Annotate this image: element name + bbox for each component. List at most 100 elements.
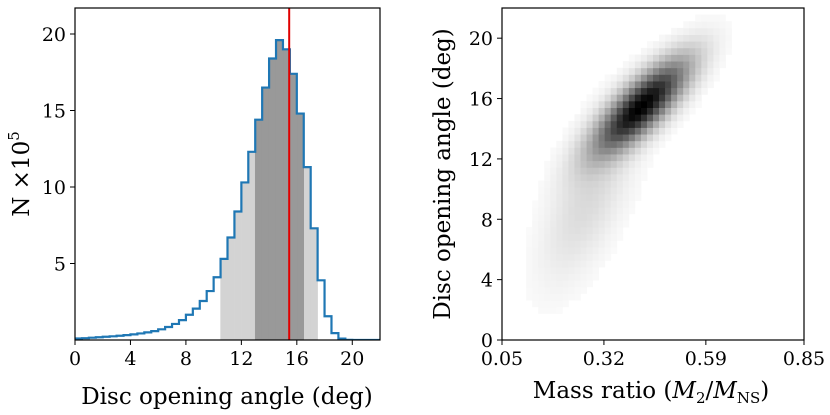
heatmap-cell [646,114,654,122]
heatmap-cell [634,167,642,175]
heatmap-cell [568,134,575,142]
heatmap-cell [550,266,557,274]
heatmap-cell [538,293,545,301]
histogram-x-tick-label: 4 [124,348,136,370]
heatmap-cell [701,41,708,49]
heatmap-cell [586,147,593,155]
heatmap-cell [574,147,581,155]
heatmap-cell [719,14,726,22]
heatmap-cell [598,260,606,268]
heatmap-cell [526,253,533,261]
heatmap-cell [640,87,648,95]
heatmap-cell [598,227,606,235]
heatmap-cell [713,41,720,49]
heatmap-cell [598,94,606,102]
heatmap-cell [707,61,714,69]
heatmap-cell [695,81,702,89]
heatmap-cell [592,160,600,168]
heatmap-cell [556,147,563,155]
heatmap-cell [592,87,600,95]
heatmap-cell [725,27,732,35]
heatmap-cell [677,47,684,55]
heatmap-cell [646,147,654,155]
heatmap-cell [580,154,587,162]
heatmap-cell [616,227,624,235]
heatmap-cell [586,266,593,274]
heatmap-cell [550,207,557,215]
heatmap-cell [538,213,545,221]
heatmap-cell [532,253,539,261]
heatmap-cell [598,127,606,135]
heatmap-cell [532,273,539,281]
histogram-x-tick-label: 20 [340,348,364,370]
heatmap-cell [713,74,720,82]
heatmap-cell [544,306,551,314]
heatmap-cell [598,167,606,175]
heatmap-cell [640,100,648,108]
heatmap-cell [610,174,618,182]
heatmap-cell [532,207,539,215]
heatmap-cell [640,174,648,182]
heatmap-cell [556,200,563,208]
heatmap-cell [562,167,569,175]
heatmap-cell [634,54,642,62]
heatmap-cell [604,220,612,228]
heatmap-cell [538,300,545,308]
shaded-inner-bar [275,39,284,340]
heatmap-cell [628,127,636,135]
heatmap-cell [610,81,618,89]
histogram-y-tick-label: 15 [42,101,66,123]
heatmap-cell [604,213,612,221]
heatmap-cell [610,140,618,148]
heatmap-cell [556,220,563,228]
heatmap-cell [544,293,551,301]
heatmap-cell [568,253,575,261]
heatmap-cell [574,240,581,248]
heatmap-cell [532,200,539,208]
heatmap-cell [538,273,545,281]
heatmap-cell [659,127,666,135]
heatmap-cell [646,160,654,168]
heatmap-cell [659,120,666,128]
heatmap-cell [616,213,624,221]
heatmap-cell [646,134,654,142]
heatmap-cell [574,220,581,228]
heatmap-cell [616,154,624,162]
heatmap-cell [556,240,563,248]
heatmap-cell [634,67,642,75]
heatmap-cell [598,134,606,142]
heatmap-cell [695,21,702,29]
heatmap-cell [580,220,587,228]
heatmap-cell [586,260,593,268]
histogram-axes-frame [74,7,381,341]
histogram-x-tick-label: 8 [180,348,192,370]
heatmap-cell [695,61,702,69]
heatmap-cell [556,253,563,261]
heatmap-cell [568,247,575,255]
heatmap-cell [665,61,672,69]
heatmap-cell [646,54,654,62]
heatmap-cell [556,207,563,215]
heatmap-cell [653,140,660,148]
heatmap-cell [707,41,714,49]
heatmap-cell [592,193,600,201]
heatmap-cell [616,120,624,128]
heatmap-cell [713,27,720,35]
heatmap-cell [556,300,563,308]
heatmap-cell [538,240,545,248]
heatmap-cell [659,41,666,49]
heatmap-y-tick-label: 0 [481,330,493,352]
heatmap-cell [592,213,600,221]
heatmap-cell [634,147,642,155]
heatmap-cell [628,74,636,82]
heatmap-cell [707,14,714,22]
heatmap-cell [677,67,684,75]
histogram-y-tick-label: 5 [54,254,66,276]
heatmap-cell [713,54,720,62]
heatmap-cell [640,154,648,162]
heatmap-cell [634,87,642,95]
heatmap-cell [634,100,642,108]
heatmap-cell [568,233,575,241]
histogram-x-tick-label: 0 [69,348,81,370]
